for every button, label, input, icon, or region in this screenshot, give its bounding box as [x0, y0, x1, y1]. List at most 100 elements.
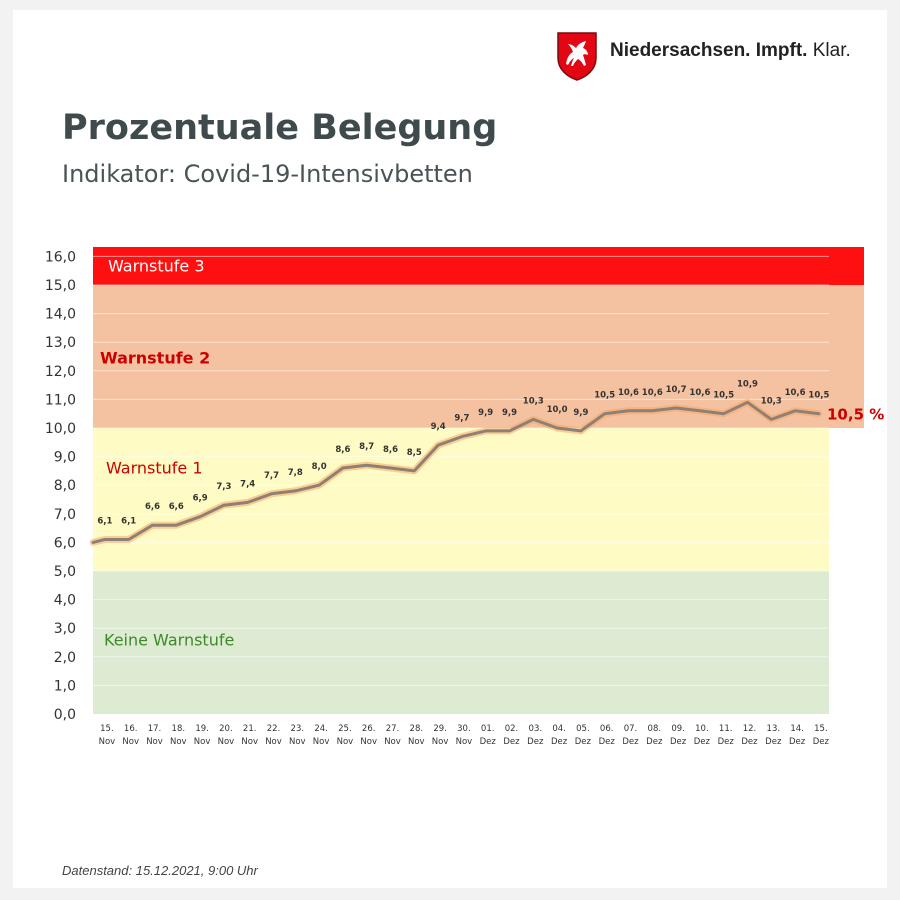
- x-tick-label-month: Dez: [694, 737, 711, 747]
- y-tick-label: 14,0: [45, 307, 76, 323]
- y-tick-label: 0,0: [54, 707, 76, 723]
- x-tick-label-month: Dez: [480, 737, 497, 747]
- x-tick-label-day: 17.: [148, 724, 162, 734]
- data-label: 10,5: [594, 391, 615, 401]
- y-tick-label: 1,0: [54, 678, 76, 694]
- band-warnstufe-1: [93, 428, 829, 571]
- band-label: Warnstufe 1: [106, 459, 203, 478]
- x-tick-label-month: Nov: [313, 737, 330, 747]
- x-tick-label-day: 18.: [172, 724, 186, 734]
- x-tick-label-day: 03.: [529, 724, 543, 734]
- data-label: 8,6: [383, 445, 398, 455]
- y-tick-label: 11,0: [45, 392, 76, 408]
- band-label: Keine Warnstufe: [104, 631, 234, 650]
- data-label: 9,9: [478, 408, 493, 418]
- y-tick-label: 7,0: [54, 507, 76, 523]
- x-tick-label-month: Dez: [503, 737, 520, 747]
- y-tick-label: 15,0: [45, 278, 76, 294]
- data-label: 10,6: [689, 388, 710, 398]
- band-keine-warnstufe: [93, 571, 829, 714]
- page-title: Prozentuale Belegung: [62, 108, 498, 148]
- y-tick-label: 12,0: [45, 364, 76, 380]
- brand-name-light: Klar.: [812, 40, 851, 61]
- band-warnstufe-3: [93, 247, 864, 285]
- x-tick-label-month: Dez: [622, 737, 639, 747]
- data-label: 10,0: [547, 405, 568, 415]
- x-tick-label-day: 20.: [219, 724, 233, 734]
- x-tick-label-month: Nov: [265, 737, 282, 747]
- x-tick-label-month: Nov: [289, 737, 306, 747]
- latest-value-label: 10,5 %: [827, 406, 884, 424]
- data-label: 8,5: [407, 448, 422, 458]
- y-tick-label: 2,0: [54, 650, 76, 666]
- band-label: Warnstufe 3: [108, 257, 205, 276]
- data-timestamp: Datenstand: 15.12.2021, 9:00 Uhr: [62, 863, 258, 878]
- x-tick-label-month: Nov: [456, 737, 473, 747]
- x-tick-label-month: Nov: [432, 737, 449, 747]
- data-label: 10,9: [737, 379, 758, 389]
- data-label: 7,8: [288, 468, 303, 478]
- x-tick-label-day: 19.: [195, 724, 209, 734]
- data-label: 7,4: [240, 479, 255, 489]
- data-label: 8,0: [312, 462, 327, 472]
- x-tick-label-day: 24.: [314, 724, 328, 734]
- x-tick-label-day: 12.: [743, 724, 757, 734]
- y-tick-label: 8,0: [54, 478, 76, 494]
- x-tick-label-month: Dez: [741, 737, 758, 747]
- x-tick-label-month: Nov: [337, 737, 354, 747]
- x-tick-label-day: 28.: [410, 724, 424, 734]
- band-warnstufe-2: [93, 285, 864, 428]
- y-tick-label: 9,0: [54, 450, 76, 466]
- x-tick-label-month: Nov: [170, 737, 187, 747]
- series-line: [91, 400, 821, 544]
- brand-name-bold: Niedersachsen. Impft.: [610, 40, 808, 61]
- x-tick-label-month: Nov: [146, 737, 163, 747]
- x-tick-label-month: Nov: [360, 737, 377, 747]
- x-tick-label-month: Nov: [384, 737, 401, 747]
- y-tick-label: 4,0: [54, 593, 76, 609]
- x-tick-label-month: Dez: [670, 737, 687, 747]
- x-tick-label-day: 16.: [124, 724, 138, 734]
- y-tick-label: 6,0: [54, 535, 76, 551]
- x-tick-label-month: Dez: [765, 737, 782, 747]
- data-label: 6,9: [193, 494, 208, 504]
- data-label: 6,1: [97, 517, 112, 527]
- x-tick-label-day: 08.: [648, 724, 662, 734]
- x-tick-label-day: 15.: [100, 724, 114, 734]
- x-tick-label-day: 29.: [433, 724, 447, 734]
- y-tick-label: 13,0: [45, 335, 76, 351]
- data-label: 8,7: [359, 442, 374, 452]
- data-label: 8,6: [335, 445, 350, 455]
- x-tick-label-day: 30.: [457, 724, 471, 734]
- x-tick-label-day: 25.: [338, 724, 352, 734]
- data-label: 10,3: [523, 396, 544, 406]
- x-tick-label-day: 13.: [767, 724, 781, 734]
- lower-saxony-horse-logo: [557, 32, 597, 81]
- x-tick-label-day: 26.: [362, 724, 376, 734]
- data-label: 9,9: [573, 408, 588, 418]
- y-tick-label: 5,0: [54, 564, 76, 580]
- data-label: 10,6: [618, 388, 639, 398]
- data-label: 6,6: [145, 502, 160, 512]
- x-tick-label-month: Dez: [527, 737, 544, 747]
- data-label: 10,7: [666, 385, 687, 395]
- x-tick-label-month: Nov: [194, 737, 211, 747]
- y-tick-label: 16,0: [45, 249, 76, 265]
- data-label: 10,5: [713, 391, 734, 401]
- x-tick-label-month: Nov: [218, 737, 235, 747]
- x-tick-label-day: 04.: [552, 724, 566, 734]
- data-label: 10,6: [785, 388, 806, 398]
- data-label: 9,4: [431, 422, 446, 432]
- x-tick-label-day: 01.: [481, 724, 495, 734]
- x-tick-label-month: Nov: [408, 737, 425, 747]
- data-label: 10,6: [642, 388, 663, 398]
- x-tick-label-day: 10.: [695, 724, 709, 734]
- x-tick-label-day: 09.: [671, 724, 685, 734]
- x-tick-label-month: Dez: [718, 737, 735, 747]
- data-label: 9,9: [502, 408, 517, 418]
- x-tick-label-day: 27.: [386, 724, 400, 734]
- brand-wordmark: Niedersachsen. Impft. Klar.: [610, 40, 851, 62]
- band-label: Warnstufe 2: [100, 349, 210, 368]
- x-tick-label-day: 06.: [600, 724, 614, 734]
